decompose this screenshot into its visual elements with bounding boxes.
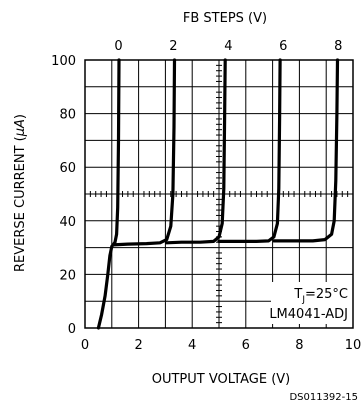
top-tick-label: 4 (224, 39, 232, 54)
x-tick-label: 0 (81, 338, 89, 353)
minor-tick-marks (89, 64, 349, 324)
x-tick-label: 8 (295, 338, 303, 353)
x-tick-label: 10 (345, 338, 362, 353)
series-curve (272, 58, 340, 243)
top-axis-title: FB STEPS (V) (183, 11, 267, 26)
y-axis-label-close: ) (13, 114, 28, 119)
y-axis-label: REVERSE CURRENT (µA) (13, 114, 28, 272)
plot-frame (84, 59, 354, 329)
series-curve (217, 58, 282, 243)
x-tick-label: 4 (188, 338, 196, 353)
top-tick-label: 6 (279, 39, 287, 54)
y-tick-label: 100 (51, 54, 76, 69)
annotation-tj-val: =25°C (305, 287, 348, 302)
grid-lines (85, 60, 353, 328)
annotation-box (271, 282, 353, 324)
y-tick-label: 0 (68, 322, 76, 337)
y-axis-label-unit: µA (13, 119, 28, 137)
x-tick-label: 6 (242, 338, 250, 353)
top-tick-label: 2 (169, 39, 177, 54)
y-axis-label-text: REVERSE CURRENT ( (13, 136, 28, 272)
y-tick-label: 60 (59, 161, 76, 176)
annotation-tj-t: T (293, 287, 302, 302)
figure-id: DS011392-15 (289, 392, 358, 403)
annotation-part: LM4041-ADJ (269, 307, 348, 322)
series-curve (111, 58, 177, 247)
x-tick-label: 2 (134, 338, 142, 353)
annotation-tj-sub: J (301, 295, 305, 305)
y-tick-label: 40 (59, 215, 76, 230)
top-tick-label: 0 (114, 39, 122, 54)
annotation-temperature: TJ=25°C (293, 287, 348, 305)
y-tick-label: 20 (59, 268, 76, 283)
x-axis-label: OUTPUT VOLTAGE (V) (152, 372, 291, 387)
top-tick-label: 8 (334, 39, 342, 54)
y-tick-label: 80 (59, 108, 76, 123)
curves (96, 58, 340, 330)
series-curve (96, 58, 121, 330)
series-curve (165, 58, 227, 245)
